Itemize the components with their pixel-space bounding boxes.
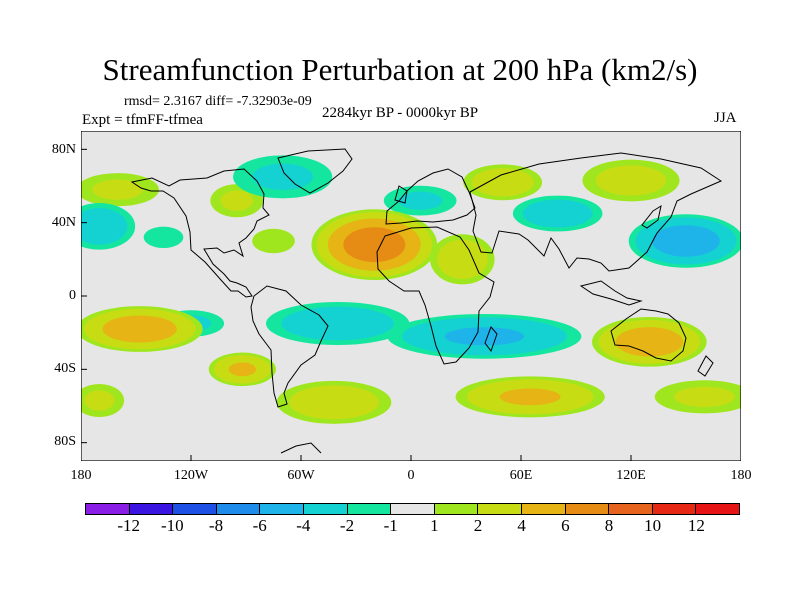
contour-region (281, 306, 394, 341)
colorbar-label: 6 (561, 516, 570, 535)
contour-field (81, 155, 741, 424)
colorbar-label: 4 (517, 516, 526, 535)
colorbar-label: 1 (430, 516, 439, 535)
colorbar-swatch (609, 504, 653, 514)
coastline-australia (610, 308, 687, 362)
lon-label-180w: 180 (70, 468, 92, 483)
contour-region (397, 191, 443, 210)
contour-region (673, 386, 735, 407)
contour-region (81, 208, 128, 245)
colorbar-label: 2 (473, 516, 483, 535)
stats-text: rmsd= 2.3167 diff= -7.32903e-09 (124, 94, 312, 109)
colorbar-label: -12 (117, 516, 140, 535)
contour-region (499, 388, 561, 406)
contour-region (252, 228, 295, 254)
experiment-label: Expt = tfmFF-tfmea (82, 112, 203, 128)
streamfunction-map (81, 131, 741, 461)
lon-label-60w: 60W (287, 468, 315, 483)
colorbar-swatch (86, 504, 130, 514)
contour-region (595, 165, 667, 196)
colorbar-swatch (303, 504, 348, 514)
contour-region (471, 168, 534, 197)
colorbar-label: -4 (296, 516, 311, 535)
colorbar-swatch (652, 504, 697, 514)
season-label: JJA (714, 110, 737, 126)
colorbar-label: 10 (644, 516, 662, 535)
lat-label-equator: 0 (69, 288, 76, 303)
coastline-antarctica (280, 442, 322, 454)
colorbar-swatch (129, 504, 174, 514)
lon-label-120w: 120W (173, 468, 209, 483)
colorbar-swatch (216, 504, 261, 514)
coastline-south-america (250, 285, 329, 408)
lat-label-80n: 80N (51, 142, 76, 157)
coastline-europe (385, 168, 476, 225)
colorbar-swatch (391, 504, 435, 514)
plot-title: Streamfunction Perturbation at 200 hPa (… (102, 52, 698, 87)
coastlines (130, 148, 723, 454)
colorbar-swatch (565, 504, 610, 514)
coastline-new-zealand (697, 355, 714, 377)
lat-label-40s: 40S (54, 361, 76, 376)
contour-region (252, 163, 314, 190)
colorbar-label: -2 (339, 516, 355, 535)
coastline-indonesia (579, 280, 643, 306)
contour-region (615, 327, 684, 357)
colorbar-swatch (347, 504, 392, 514)
lon-label-120e: 120E (616, 468, 646, 483)
contour-region (228, 362, 257, 377)
colorbar-label: -6 (252, 516, 267, 535)
lat-label-40n: 40N (51, 215, 76, 230)
colorbar-label: 8 (604, 516, 614, 535)
contour-region (220, 190, 254, 211)
contour-region (92, 179, 143, 200)
coastline-north-america (130, 168, 270, 298)
coastline-asia (469, 152, 723, 272)
contour-region (84, 390, 115, 411)
colorbar-label: -10 (160, 516, 184, 535)
lon-label-0: 0 (407, 468, 415, 483)
contour-region (102, 315, 177, 343)
colorbar-swatch (173, 504, 217, 514)
contour-region (652, 225, 720, 257)
contour-region (289, 385, 379, 420)
colorbar-swatch (478, 504, 522, 514)
contour-region (444, 327, 524, 346)
colorbar-swatch (434, 504, 479, 514)
period-label: 2284kyr BP - 0000kyr BP (322, 105, 479, 121)
coastline-greenland (277, 148, 353, 194)
contour-region (143, 226, 184, 249)
colorbar-swatch (260, 504, 304, 514)
colorbar-swatch (696, 504, 739, 514)
colorbar-label: 12 (687, 516, 705, 535)
coastline-japan (641, 204, 662, 229)
contour-region (522, 199, 593, 228)
colorbar (85, 503, 740, 515)
colorbar-label: -1 (383, 516, 398, 535)
colorbar-swatch (521, 504, 566, 514)
lon-label-60e: 60E (509, 468, 533, 483)
lat-label-80s: 80S (54, 434, 76, 449)
coastline-africa (376, 226, 495, 365)
contour-region (343, 227, 406, 263)
lon-label-180e: 180 (730, 468, 752, 483)
colorbar-label: -8 (208, 516, 224, 535)
coastline-madagascar (484, 326, 498, 353)
axis-ticks (81, 148, 741, 461)
contour-region (437, 239, 488, 280)
coastline-british-isles (394, 185, 408, 204)
